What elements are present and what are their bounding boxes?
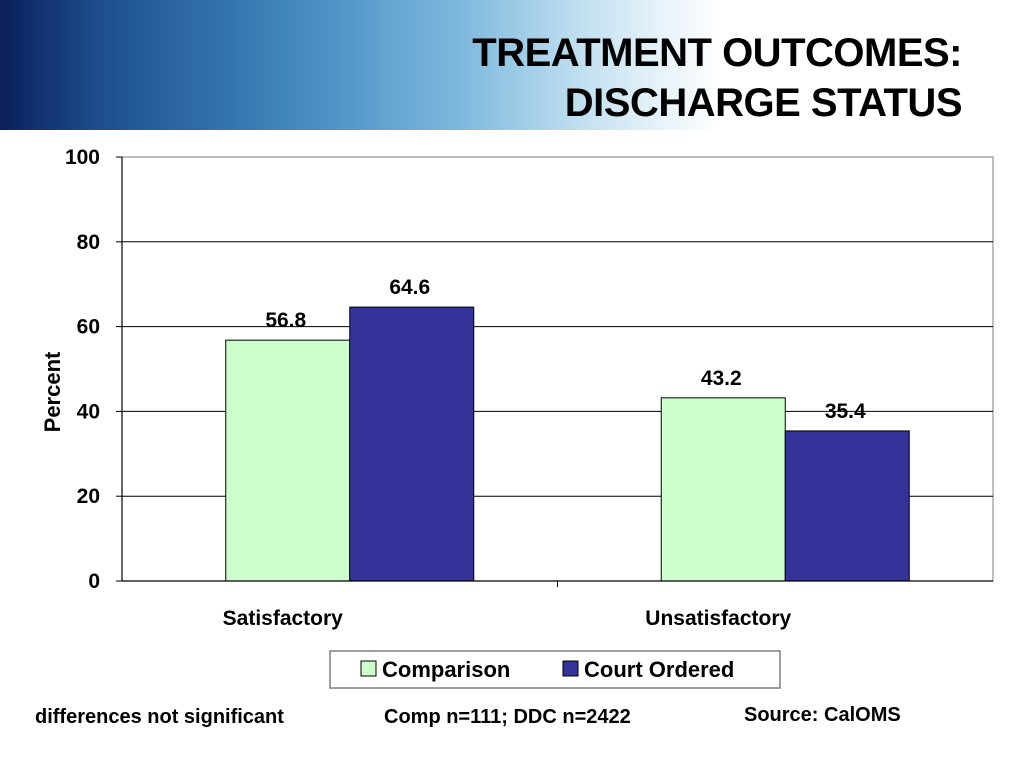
bar-court-ordered-unsatisfactory — [784, 430, 910, 582]
header-banner — [0, 0, 1024, 130]
legend-label-comparison: Comparison — [382, 657, 510, 682]
x-axis-categories: Satisfactory Unsatisfactory — [223, 581, 792, 630]
legend: Comparison Court Ordered — [329, 650, 781, 689]
title-line-2: DISCHARGE STATUS — [564, 81, 963, 125]
data-label-court-ordered-satisfactory: 64.6 — [389, 276, 430, 299]
data-label-comparison-unsatisfactory: 43.2 — [701, 367, 742, 390]
data-label-court-ordered-unsatisfactory: 35.4 — [825, 400, 866, 423]
bar-comparison-unsatisfactory — [660, 397, 786, 582]
legend-label-court-ordered: Court Ordered — [584, 657, 734, 682]
legend-swatch-court-ordered — [562, 660, 579, 677]
data-label-comparison-satisfactory: 56.8 — [265, 309, 306, 332]
bar-chart: 0 20 40 60 80 100 56.8 64.6 43.2 35.4 Satisfacto… — [40, 146, 994, 689]
footnote-source: Source: CalOMS — [744, 704, 901, 726]
y-axis-ticks: 0 20 40 60 80 100 — [65, 146, 122, 593]
y-tick-label-100: 100 — [65, 146, 100, 169]
y-tick-label-80: 80 — [77, 231, 100, 254]
title-line-1: TREATMENT OUTCOMES: — [472, 31, 962, 75]
page-title: TREATMENT OUTCOMES: DISCHARGE STATUS — [472, 28, 962, 128]
footnote-significance: differences not significant — [35, 706, 284, 728]
bars: 56.8 64.6 43.2 35.4 — [225, 276, 910, 582]
y-tick-label-40: 40 — [77, 400, 100, 423]
bar-court-ordered-satisfactory — [349, 306, 475, 582]
y-tick-label-20: 20 — [77, 485, 100, 508]
footnote-sample-size: Comp n=111; DDC n=2422 — [384, 706, 631, 728]
y-tick-label-0: 0 — [88, 570, 100, 593]
y-tick-label-60: 60 — [77, 316, 100, 339]
x-category-label-satisfactory: Satisfactory — [223, 607, 344, 630]
y-axis-label: Percent — [40, 351, 65, 432]
legend-swatch-comparison — [360, 660, 377, 677]
bar-comparison-satisfactory — [225, 339, 351, 582]
legend-box — [329, 650, 781, 689]
x-category-label-unsatisfactory: Unsatisfactory — [645, 607, 791, 630]
